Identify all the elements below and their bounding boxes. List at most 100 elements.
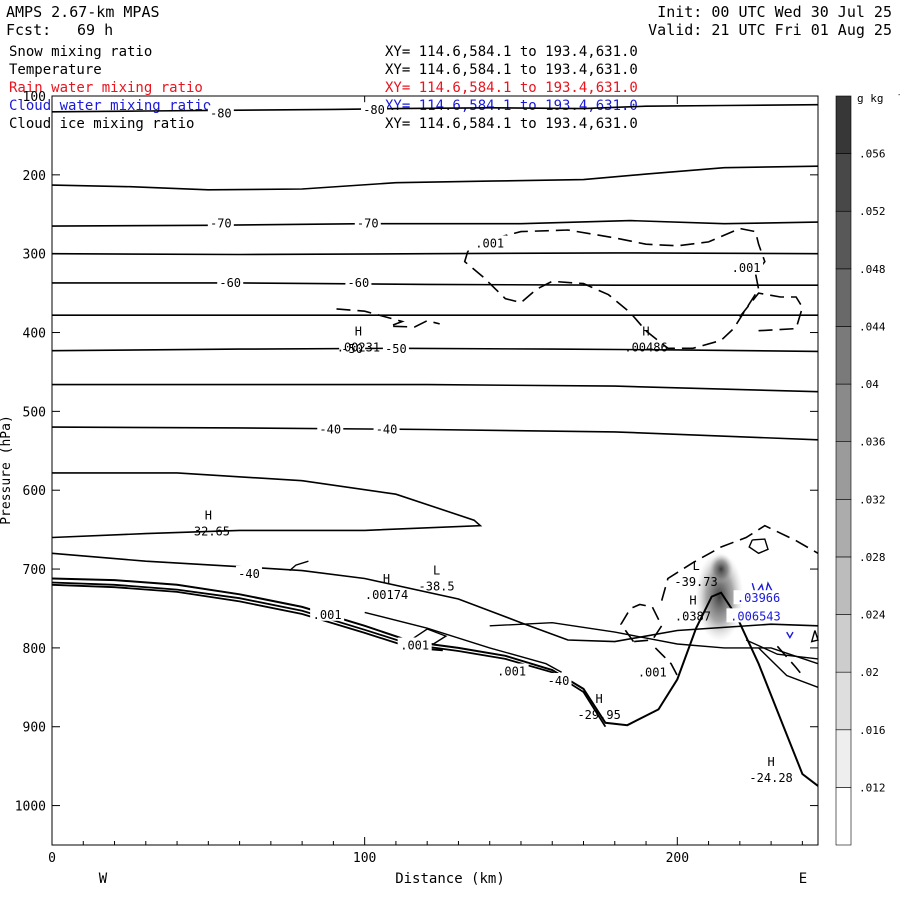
- contour-label: -70: [357, 217, 379, 231]
- lowlevel-contour: [289, 560, 309, 572]
- contour-label: .001: [313, 608, 342, 622]
- temperature-contour-80: [51, 165, 819, 191]
- plot-frame: [51, 95, 819, 846]
- contour-label-bg: [472, 235, 507, 250]
- extrema-value: -38.5: [419, 580, 455, 594]
- lowlevel-contour: [745, 639, 819, 660]
- field-name-snow: Snow mixing ratio: [9, 44, 153, 60]
- fcst-label: Fcst:: [6, 21, 52, 39]
- x-tick-label: 200: [666, 851, 689, 866]
- contour-label-bg: [310, 606, 345, 621]
- extrema-type: H: [596, 692, 603, 706]
- cloud-blob: [810, 630, 819, 643]
- colorbar-label: .02: [859, 666, 879, 679]
- y-tick-label: 400: [23, 327, 46, 342]
- contour-label: .001: [400, 639, 429, 653]
- colorbar-label: .028: [859, 551, 886, 564]
- contour-label: .001: [475, 236, 504, 250]
- snow-contour-mid: [336, 308, 440, 328]
- plot-border: [51, 95, 819, 846]
- west-label: W: [99, 871, 108, 887]
- contour-label: -40: [548, 674, 570, 688]
- contour-label-bg: [382, 341, 409, 356]
- colorbar-unit: g kg: [857, 92, 884, 105]
- extrema-type: H: [689, 593, 696, 607]
- colorbar-bin: [835, 153, 852, 212]
- temperature-contour-40: [51, 552, 819, 643]
- contour-label-bg: [361, 102, 388, 117]
- contour-label: .03966: [737, 591, 780, 605]
- contour-label-bg: [345, 274, 372, 289]
- extrema-type: H: [642, 325, 649, 339]
- contour-label-bg: [317, 421, 344, 436]
- extrema-value: -24.28: [749, 771, 792, 785]
- field-name-rain: Rain water mixing ratio: [9, 80, 203, 96]
- field-name-temperature: Temperature: [9, 62, 102, 78]
- colorbar-label: .056: [859, 148, 886, 161]
- colorbar-bin: [835, 326, 852, 385]
- extrema-type: L: [692, 559, 699, 573]
- extrema-type: L: [433, 564, 440, 578]
- colorbar-bin: [835, 671, 852, 731]
- temperature-contour-40: [51, 426, 819, 441]
- colorbar-bin: [835, 441, 852, 500]
- extrema-value: .00174: [365, 588, 408, 602]
- colorbar-bin: [835, 499, 852, 558]
- y-tick-label: 900: [23, 721, 46, 736]
- field-xy-temperature: XY= 114.6,584.1 to 193.4,631.0: [385, 62, 638, 78]
- y-axis-ticks: 100 200 300 400 500 600 700 800 900 1000: [15, 90, 818, 815]
- y-axis-label: Pressure (hPa): [0, 415, 14, 525]
- contour-label-bg: [339, 341, 366, 356]
- field-xy-cloud-ice: XY= 114.6,584.1 to 193.4,631.0: [385, 116, 638, 132]
- contour-label-bg: [726, 608, 785, 623]
- colorbar-label: .012: [859, 781, 886, 794]
- fcst-value: 69 h: [77, 21, 114, 39]
- colorbar: .012 .016 .02 .024 .028 .032 .036 .04 .044 .048 .0…: [835, 90, 900, 846]
- temperature-contours: [51, 103, 819, 643]
- extrema-value: -29.95: [577, 708, 620, 722]
- field-xy-snow: XY= 114.6,584.1 to 193.4,631.0: [385, 44, 638, 60]
- model-title: AMPS 2.67-km MPAS: [6, 3, 160, 21]
- contour-label-bg: [635, 664, 670, 679]
- lowlevel-contour: [364, 611, 562, 673]
- snow-mixing-ratio-contours: [336, 227, 819, 676]
- contour-label-bg: [545, 673, 572, 688]
- contour-label-bg: [729, 259, 764, 274]
- colorbar-label: .04: [859, 378, 879, 391]
- extrema-value: .0387: [675, 609, 711, 623]
- valid-time: Valid: 21 UTC Fri 01 Aug 25: [648, 21, 892, 39]
- temperature-contour-60: [52, 282, 818, 286]
- contour-label: -70: [210, 217, 232, 231]
- colorbar-bin: [835, 210, 852, 270]
- temperature-contour-50: [52, 383, 819, 393]
- extrema-type: H: [205, 508, 212, 522]
- temperature-contour-40: [51, 472, 483, 539]
- contour-label-bg: [494, 663, 529, 678]
- contour-label: -80: [363, 103, 385, 117]
- contour-labels: -80 -80 -70 -70 -60 -60 -50 -50 -40 -40 -40 -40 .001…: [207, 102, 785, 688]
- contour-label: .001: [638, 665, 667, 679]
- contour-label-bg: [217, 274, 244, 289]
- extrema-value: .00231: [337, 341, 380, 355]
- snow-contour-low: [776, 645, 804, 676]
- contour-label: .006543: [730, 609, 781, 623]
- colorbar-label: .044: [859, 320, 886, 333]
- extrema-value: -39.73: [674, 575, 717, 589]
- field-name-cloud-ice: Cloud ice mixing ratio: [9, 116, 195, 132]
- contour-label-bg: [235, 565, 262, 580]
- colorbar-bin: [835, 95, 852, 154]
- y-tick-label: 600: [23, 484, 46, 499]
- snow-contour-low: [660, 524, 819, 601]
- y-tick-label: 1000: [15, 800, 46, 815]
- init-time: Init: 00 UTC Wed 30 Jul 25: [657, 3, 892, 21]
- snow-contour-right: [739, 292, 804, 332]
- extrema-value: -32.65: [187, 524, 230, 538]
- contour-label-bg: [207, 215, 234, 230]
- y-tick-label: 100: [23, 90, 46, 105]
- contour-label: -50: [341, 342, 363, 356]
- colorbar-bin: [835, 383, 852, 442]
- snow-contour-low: [654, 647, 679, 676]
- contour-label-bg: [733, 590, 784, 605]
- contour-label: -60: [348, 276, 370, 290]
